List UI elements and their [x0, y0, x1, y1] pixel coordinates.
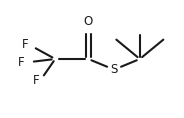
Text: F: F	[22, 38, 29, 51]
Text: F: F	[33, 74, 40, 87]
Text: O: O	[84, 15, 93, 28]
Text: F: F	[18, 56, 25, 69]
Text: S: S	[110, 63, 118, 76]
